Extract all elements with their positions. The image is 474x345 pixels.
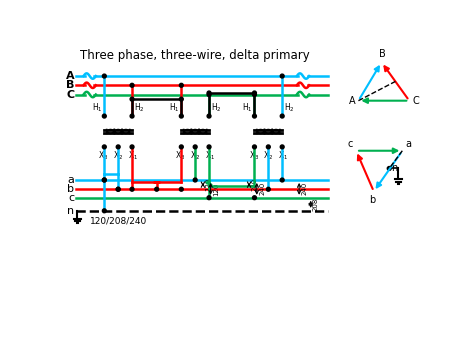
Text: X$_3$: X$_3$	[248, 150, 259, 162]
Text: 240: 240	[301, 182, 308, 196]
Text: A: A	[66, 71, 74, 81]
Text: C: C	[412, 96, 419, 106]
Circle shape	[207, 196, 211, 200]
Circle shape	[130, 114, 134, 118]
Circle shape	[280, 178, 284, 182]
Text: H$_2$: H$_2$	[210, 101, 221, 114]
Circle shape	[253, 114, 256, 118]
Text: b: b	[67, 184, 74, 194]
Circle shape	[179, 83, 183, 87]
Text: B: B	[66, 80, 74, 90]
Text: 240: 240	[251, 178, 257, 191]
Text: 208: 208	[313, 198, 319, 211]
Text: 120: 120	[205, 178, 211, 191]
Circle shape	[116, 145, 120, 149]
Circle shape	[280, 145, 284, 149]
Text: n: n	[67, 206, 74, 216]
Circle shape	[193, 178, 197, 182]
Circle shape	[253, 91, 256, 95]
Circle shape	[387, 167, 391, 170]
Circle shape	[207, 114, 211, 118]
Text: A: A	[349, 96, 356, 106]
Text: X$_3$: X$_3$	[99, 150, 109, 162]
Circle shape	[179, 145, 183, 149]
Circle shape	[130, 97, 134, 101]
Text: 240: 240	[259, 182, 265, 196]
Circle shape	[280, 74, 284, 78]
Text: H$_1$: H$_1$	[169, 101, 180, 114]
Circle shape	[253, 145, 256, 149]
Text: B: B	[379, 49, 386, 59]
Text: X$_1$: X$_1$	[278, 150, 288, 162]
Text: c: c	[347, 139, 353, 149]
Text: X$_1$: X$_1$	[205, 150, 215, 162]
Text: 120: 120	[213, 182, 219, 196]
Circle shape	[179, 187, 183, 191]
Circle shape	[102, 209, 106, 213]
Text: b: b	[369, 195, 375, 205]
Circle shape	[130, 187, 134, 191]
Text: X$_2$: X$_2$	[190, 150, 201, 162]
Circle shape	[207, 91, 211, 95]
Circle shape	[253, 92, 256, 97]
Circle shape	[102, 74, 106, 78]
Text: Three phase, three-wire, delta primary: Three phase, three-wire, delta primary	[80, 49, 310, 62]
Text: n: n	[392, 164, 398, 174]
Text: C: C	[66, 90, 74, 99]
Circle shape	[266, 187, 270, 191]
Circle shape	[102, 178, 106, 182]
Circle shape	[253, 196, 256, 200]
Text: X$_1$: X$_1$	[128, 150, 138, 162]
Circle shape	[207, 145, 211, 149]
Text: a: a	[405, 139, 411, 149]
Circle shape	[102, 178, 106, 182]
Circle shape	[116, 187, 120, 191]
Circle shape	[207, 92, 211, 97]
Circle shape	[266, 145, 270, 149]
Text: H$_1$: H$_1$	[92, 101, 103, 114]
Circle shape	[193, 145, 197, 149]
Circle shape	[155, 187, 159, 191]
Text: H$_2$: H$_2$	[284, 101, 294, 114]
Text: H$_1$: H$_1$	[242, 101, 253, 114]
Text: X$_2$: X$_2$	[113, 150, 123, 162]
Circle shape	[130, 83, 134, 87]
Text: c: c	[68, 193, 74, 203]
Text: 120/208/240: 120/208/240	[90, 217, 147, 226]
Circle shape	[179, 97, 183, 101]
Circle shape	[102, 114, 106, 118]
Circle shape	[102, 145, 106, 149]
Circle shape	[116, 187, 120, 191]
Text: X$_3$: X$_3$	[175, 150, 186, 162]
Text: H$_2$: H$_2$	[134, 101, 144, 114]
Circle shape	[130, 145, 134, 149]
Circle shape	[179, 114, 183, 118]
Circle shape	[280, 114, 284, 118]
Text: X$_2$: X$_2$	[263, 150, 273, 162]
Text: a: a	[67, 175, 74, 185]
